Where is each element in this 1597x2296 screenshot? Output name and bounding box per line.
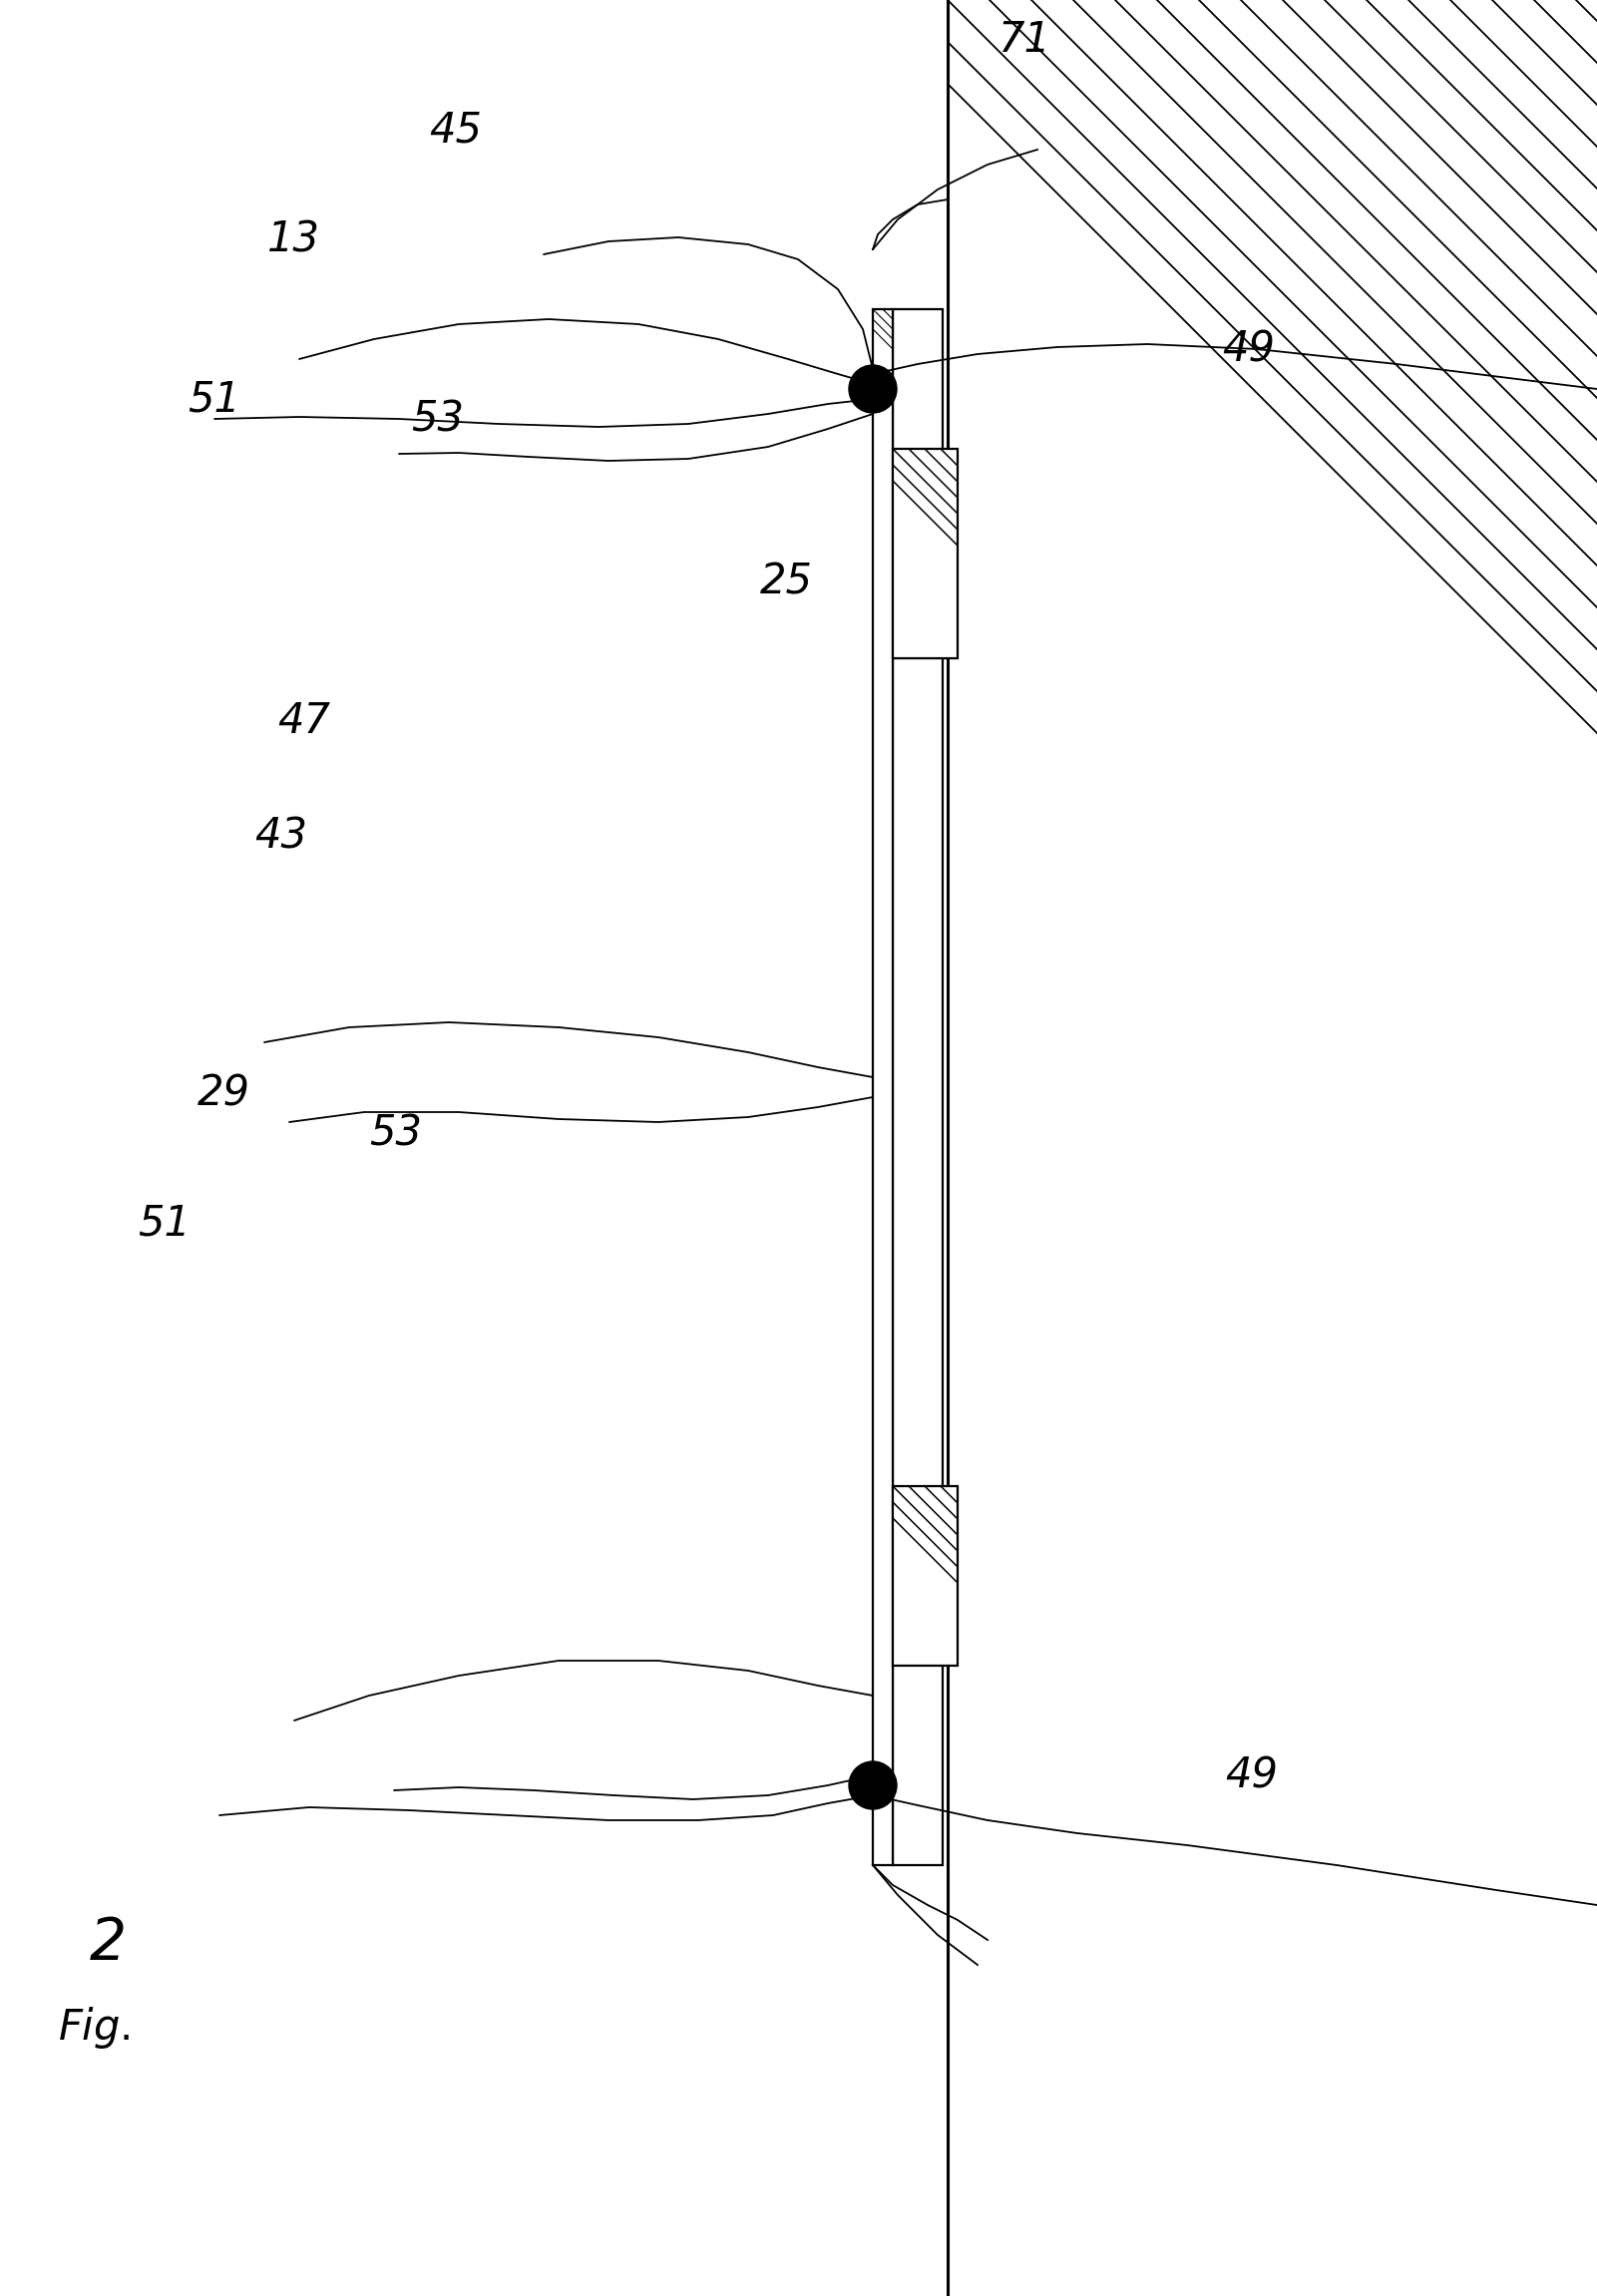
Text: 2: 2 bbox=[89, 1915, 126, 1972]
Text: 25: 25 bbox=[760, 560, 813, 602]
Text: 47: 47 bbox=[278, 700, 331, 742]
Text: 43: 43 bbox=[254, 815, 307, 856]
Bar bbox=[947, 0, 1597, 2296]
Bar bbox=[893, 310, 942, 1864]
Text: 49: 49 bbox=[1222, 328, 1274, 370]
Text: 53: 53 bbox=[410, 397, 463, 441]
Text: 51: 51 bbox=[187, 379, 241, 420]
Text: 13: 13 bbox=[267, 218, 319, 259]
Text: 53: 53 bbox=[369, 1111, 422, 1155]
Text: $\it{Fig.}$: $\it{Fig.}$ bbox=[57, 2004, 131, 2050]
Text: 71: 71 bbox=[998, 18, 1051, 60]
Bar bbox=[893, 1486, 958, 1665]
Circle shape bbox=[850, 1761, 898, 1809]
Circle shape bbox=[850, 365, 898, 413]
Bar bbox=[874, 310, 893, 1864]
Text: 49: 49 bbox=[1225, 1754, 1278, 1795]
Text: 51: 51 bbox=[137, 1201, 190, 1244]
Text: 29: 29 bbox=[198, 1072, 251, 1114]
Text: 45: 45 bbox=[430, 108, 482, 152]
Bar bbox=[893, 448, 958, 659]
